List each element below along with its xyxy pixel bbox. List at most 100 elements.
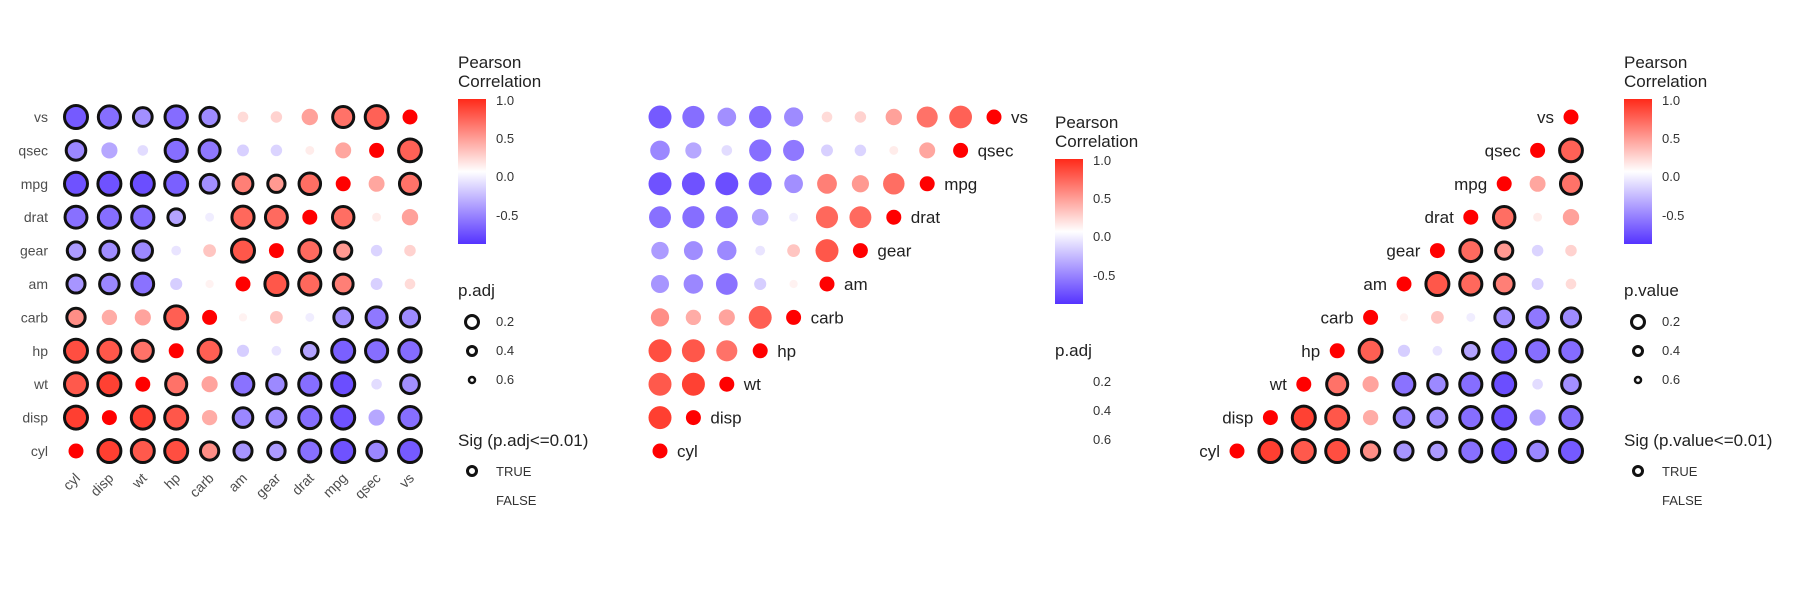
corr-point [1357,337,1384,364]
corr-point [1558,405,1584,431]
legend-sig-false-label: FALSE [496,493,537,508]
corr-point [1491,438,1518,464]
corr-point [651,241,669,260]
corr-point [1458,405,1484,431]
corr-point [1559,306,1583,329]
corr-point [263,271,290,297]
corr-point [783,139,805,161]
corr-point [129,170,156,197]
corr-point [163,304,190,331]
diagonal-point [369,142,385,158]
diagonal-point [235,276,251,292]
diagonal-point [1229,443,1245,459]
corr-point [232,440,254,462]
y-tick-label: carb [21,309,48,325]
x-tick-label: disp [87,470,117,500]
legend-colorbar [1055,159,1083,304]
diagonal-point [135,376,151,392]
legend-panel-3: Pearson Correlation 1.0 0.5 0.0 -0.5 p.v… [1624,53,1772,508]
corr-point [1324,438,1351,464]
corr-point [716,340,738,362]
corr-point [65,240,87,261]
corr-point [134,309,151,326]
x-tick-label: cyl [60,470,83,493]
corr-point [1392,406,1416,429]
corr-point [1525,305,1550,330]
corr-point [129,404,156,431]
corr-point [1458,371,1484,397]
diagonal-label: wt [743,375,761,394]
corr-point [96,104,122,130]
corr-point [1525,338,1551,364]
corr-point [265,406,288,429]
corr-point [163,137,189,163]
x-tick-label: drat [289,470,317,498]
corr-point [1325,372,1350,397]
corr-point [849,206,872,229]
corr-point [170,277,183,291]
legend-panel-2: Pearson Correlation 1.0 0.5 0.0 -0.5 p.a… [1055,113,1138,447]
legend-color-tick: 1.0 [496,93,514,108]
diagonal-label: drat [1425,208,1455,227]
corr-point [649,206,671,229]
diagonal-point [1496,176,1512,192]
corr-point [1494,240,1515,261]
legend-colorbar [458,99,486,244]
diagonal-label: hp [1301,342,1320,361]
corr-point [648,339,672,363]
legend-sig-true-key [466,465,478,477]
corr-point [96,371,123,398]
corr-point [130,338,155,363]
corr-point [401,209,419,226]
diagonal-point [652,443,668,459]
y-tick-label: wt [33,376,48,392]
corr-point [399,373,421,396]
corr-point [231,172,255,196]
corr-point [851,175,870,193]
corr-point [330,371,357,398]
corr-point [231,406,255,429]
corr-point [650,274,670,294]
y-tick-label: drat [24,209,48,225]
corr-point [648,406,672,430]
corr-point [1558,137,1584,164]
corr-point [721,145,733,156]
corr-point [1491,204,1517,230]
corr-point [889,145,899,155]
x-tick-label: gear [252,470,283,501]
corr-point [63,371,89,398]
corr-point [300,341,320,361]
diagonal-point [1329,343,1345,359]
y-tick-label: vs [34,109,48,125]
corr-point [715,206,738,229]
diagonal-point [101,410,117,426]
diagonal-label: am [844,275,868,294]
corr-point [96,170,123,197]
legend-size-key [1630,314,1646,330]
legend-color-tick: -0.5 [1093,268,1115,283]
corr-point [101,142,118,159]
legend-size-tick: 0.6 [1093,432,1111,447]
corr-point [718,309,735,326]
legend-color-tick: 0.5 [496,131,514,146]
corr-point [1529,175,1546,192]
corr-point [263,204,289,230]
corr-point [787,244,800,257]
legend-color-title-line1: Pearson [1624,53,1687,72]
corr-point [1458,271,1484,297]
diagonal-point [168,343,184,359]
legend-color-tick: 1.0 [1093,153,1111,168]
diagonal-point [335,176,351,192]
diagonal-label: disp [710,409,741,428]
corr-point [297,405,323,431]
diagonal-label: mpg [1454,175,1487,194]
corr-point [1565,244,1577,257]
corr-point [330,438,357,464]
corr-point [371,378,382,390]
corr-point [297,238,323,264]
corr-point [305,312,315,322]
y-tick-label: cyl [31,443,48,459]
diagonal-label: gear [1386,242,1420,261]
